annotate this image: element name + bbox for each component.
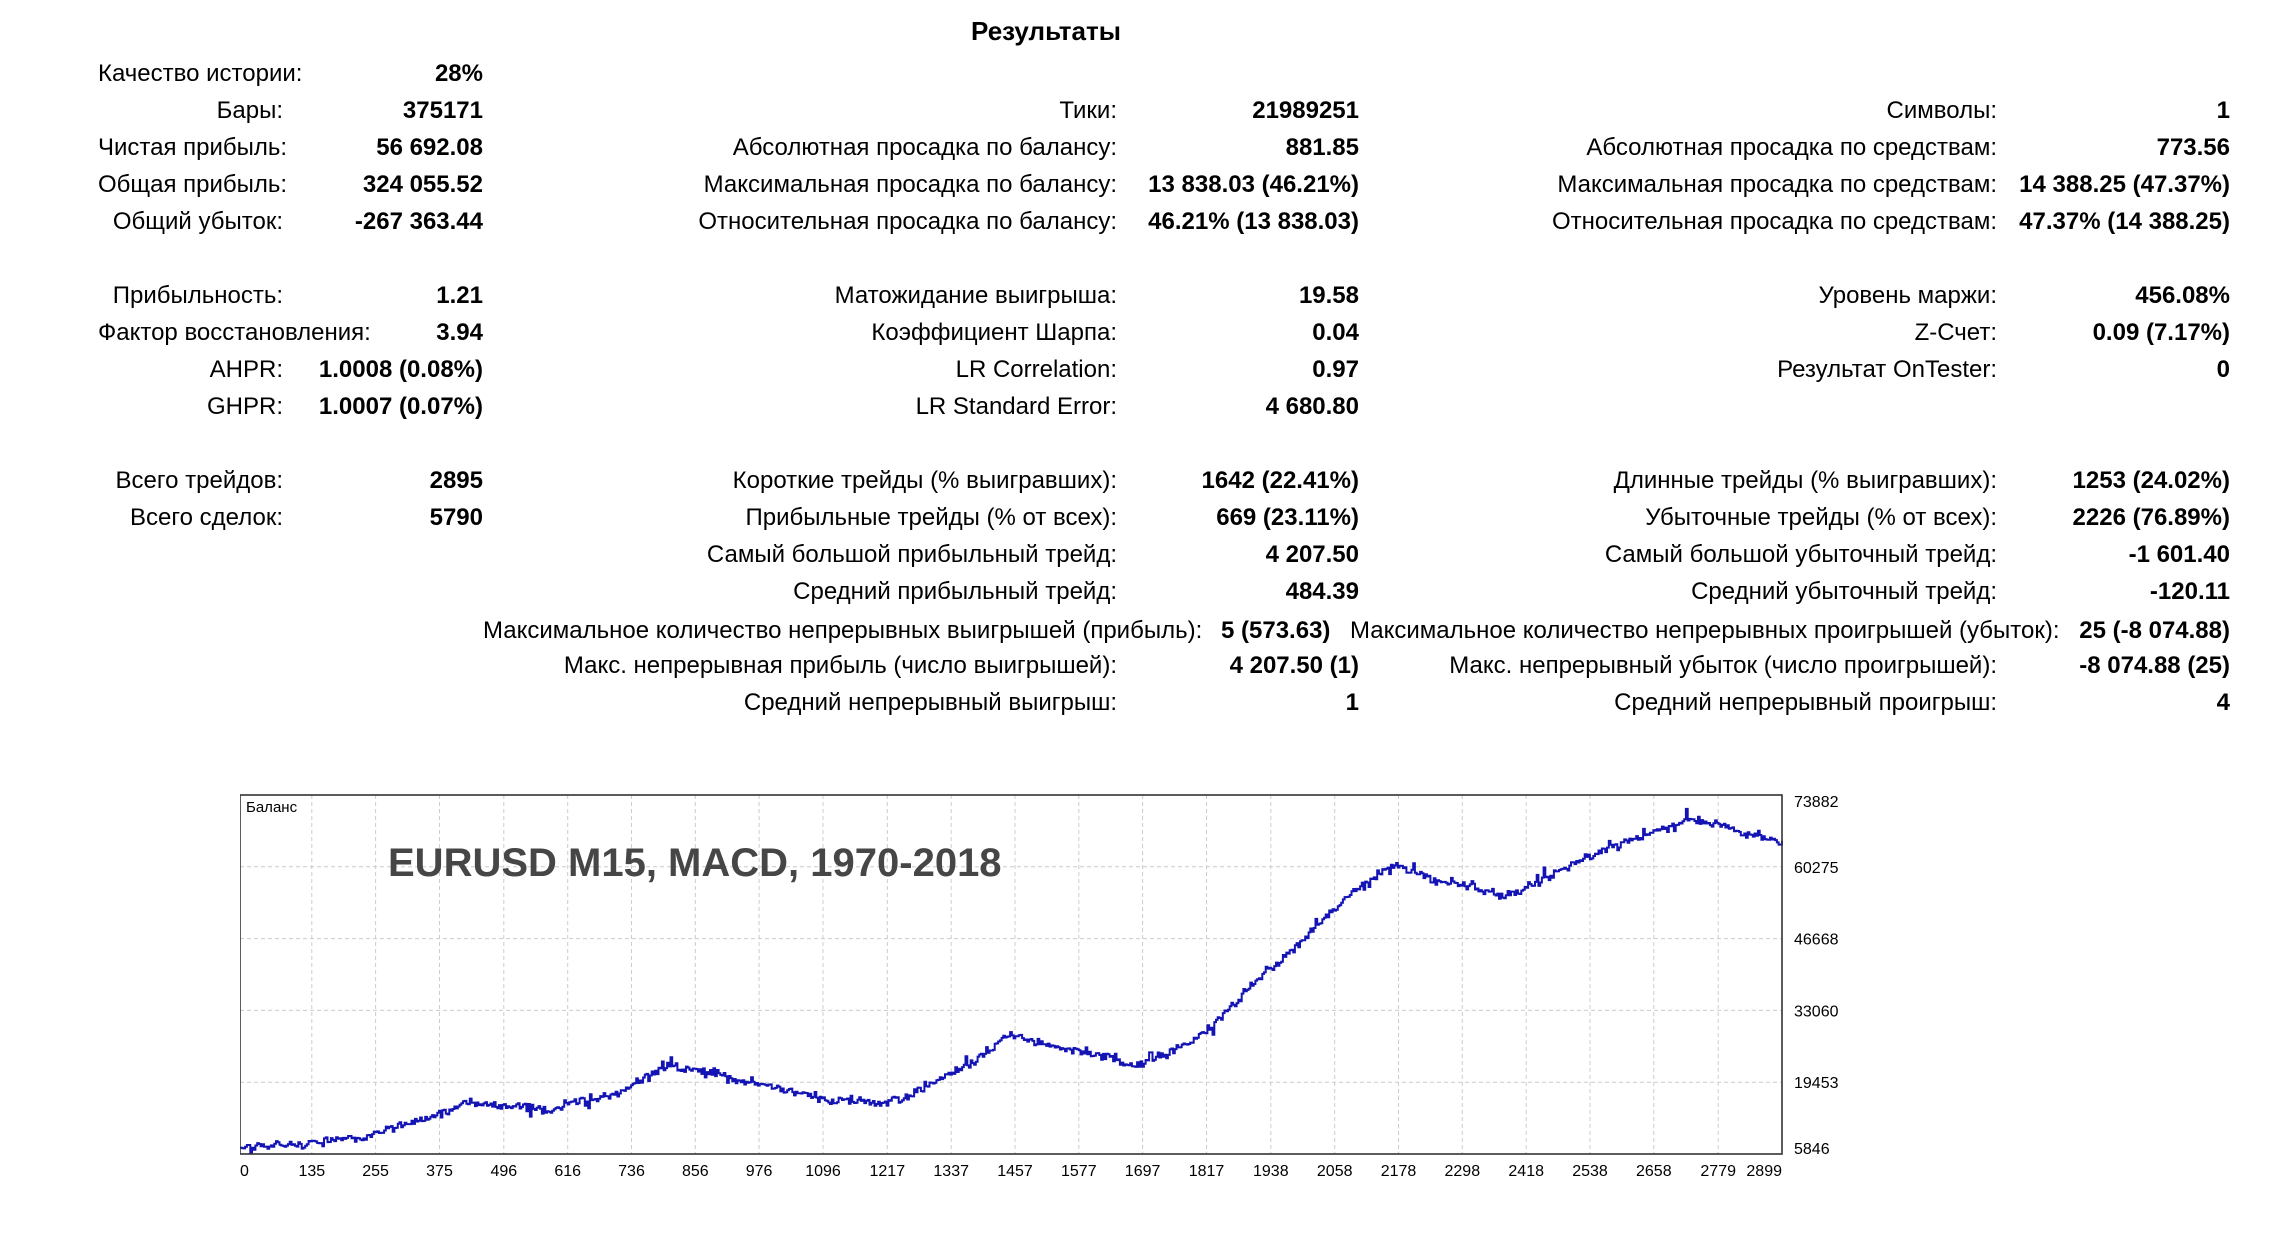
svg-text:496: 496 — [490, 1163, 517, 1180]
svg-text:976: 976 — [746, 1163, 773, 1180]
svg-text:2658: 2658 — [1636, 1163, 1672, 1180]
svg-text:1697: 1697 — [1125, 1163, 1161, 1180]
svg-text:33060: 33060 — [1794, 1003, 1839, 1020]
svg-text:1577: 1577 — [1061, 1163, 1097, 1180]
svg-text:1096: 1096 — [805, 1163, 841, 1180]
svg-text:46668: 46668 — [1794, 932, 1839, 949]
svg-text:19453: 19453 — [1794, 1075, 1839, 1092]
svg-text:73882: 73882 — [1794, 794, 1839, 811]
svg-text:1817: 1817 — [1189, 1163, 1225, 1180]
svg-text:2418: 2418 — [1508, 1163, 1544, 1180]
svg-text:60275: 60275 — [1794, 860, 1839, 877]
svg-text:375: 375 — [426, 1163, 453, 1180]
svg-text:2899: 2899 — [1746, 1163, 1782, 1180]
svg-text:255: 255 — [362, 1163, 389, 1180]
svg-text:1217: 1217 — [870, 1163, 906, 1180]
svg-text:5846: 5846 — [1794, 1141, 1830, 1158]
svg-text:2178: 2178 — [1381, 1163, 1417, 1180]
svg-text:616: 616 — [554, 1163, 581, 1180]
svg-text:2538: 2538 — [1572, 1163, 1608, 1180]
svg-text:2298: 2298 — [1445, 1163, 1481, 1180]
svg-text:2058: 2058 — [1317, 1163, 1353, 1180]
svg-text:1337: 1337 — [933, 1163, 969, 1180]
svg-text:0: 0 — [240, 1163, 249, 1180]
svg-text:135: 135 — [298, 1163, 325, 1180]
svg-text:1457: 1457 — [997, 1163, 1033, 1180]
svg-text:856: 856 — [682, 1163, 709, 1180]
svg-text:736: 736 — [618, 1163, 645, 1180]
svg-text:1938: 1938 — [1253, 1163, 1289, 1180]
svg-text:2779: 2779 — [1700, 1163, 1736, 1180]
